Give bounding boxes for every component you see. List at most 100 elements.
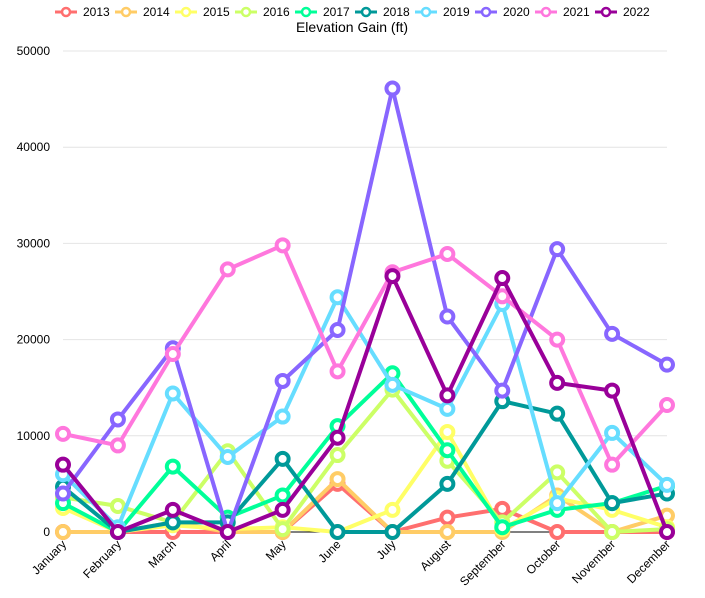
- data-point-2020: [659, 356, 675, 373]
- x-tick-label: August: [417, 537, 454, 574]
- data-point-2021: [109, 437, 126, 454]
- data-point-2019: [604, 424, 621, 441]
- data-point-2022: [109, 524, 126, 540]
- y-tick-label: 10000: [17, 429, 51, 443]
- series-2020: [55, 80, 675, 540]
- x-tick-label: May: [263, 537, 289, 563]
- data-point-2018: [439, 475, 456, 492]
- data-point-2018: [384, 524, 401, 540]
- legend: 2013 2014 2015 2016 2017 2018 2019 2020 2021 2022: [55, 5, 650, 19]
- data-point-2021: [659, 397, 675, 414]
- data-point-2022: [164, 501, 181, 518]
- series-line-2015: [62, 429, 668, 534]
- data-point-2014: [329, 471, 346, 488]
- data-point-2020: [549, 241, 566, 258]
- chart-title: Elevation Gain (ft): [296, 19, 408, 35]
- y-tick-label: 20000: [17, 333, 51, 347]
- data-point-2021: [549, 331, 566, 348]
- data-point-2013: [439, 509, 456, 526]
- series-line-2022: [61, 274, 669, 534]
- data-point-2018: [164, 514, 181, 531]
- series-2016: [55, 381, 675, 540]
- data-point-2020: [604, 325, 621, 342]
- legend-item-2017: 2017: [295, 5, 350, 19]
- legend-label: 2019: [443, 5, 470, 19]
- legend-label: 2020: [503, 5, 530, 19]
- x-tick-label: March: [145, 537, 178, 570]
- series-line-2016: [62, 387, 668, 534]
- legend-label: 2021: [563, 5, 590, 19]
- legend-label: 2016: [263, 5, 290, 19]
- data-point-2022: [439, 387, 456, 404]
- data-point-2022: [219, 524, 236, 540]
- series-line-2018: [61, 399, 668, 534]
- series-line-2019: [61, 295, 669, 530]
- legend-item-2020: 2020: [475, 5, 530, 19]
- data-point-2022: [274, 501, 291, 518]
- data-point-2019: [219, 448, 236, 465]
- legend-swatch-marker: [60, 6, 72, 18]
- data-point-2020: [109, 411, 126, 428]
- series-line-2017: [62, 371, 668, 534]
- legend-item-2013: 2013: [55, 5, 110, 19]
- legend-label: 2022: [623, 5, 650, 19]
- grid: [63, 50, 667, 533]
- data-point-2022: [55, 456, 71, 473]
- legend-item-2016: 2016: [235, 5, 290, 19]
- data-point-2015: [439, 423, 456, 440]
- data-point-2022: [494, 270, 511, 287]
- data-point-2017: [494, 519, 511, 536]
- y-axis: 0 10000 20000 30000 40000 50000: [17, 44, 51, 539]
- data-point-2019: [274, 408, 291, 425]
- data-point-2016: [604, 524, 621, 540]
- data-point-2021: [439, 245, 456, 262]
- series-lines: [55, 80, 675, 540]
- x-tick-label: June: [315, 537, 344, 566]
- legend-swatch-marker: [420, 6, 432, 18]
- data-point-2022: [659, 524, 675, 540]
- legend-swatch-marker: [540, 6, 552, 18]
- legend-swatch-marker: [300, 6, 312, 18]
- series-2021: [55, 237, 675, 473]
- y-tick-label: 0: [43, 525, 50, 539]
- x-tick-label: July: [374, 537, 399, 562]
- data-point-2019: [384, 376, 401, 393]
- y-tick-label: 30000: [17, 236, 51, 250]
- data-point-2020: [384, 80, 401, 97]
- legend-swatch-marker: [240, 6, 252, 18]
- data-point-2019: [164, 385, 181, 402]
- legend-item-2022: 2022: [595, 5, 650, 19]
- legend-label: 2014: [143, 5, 170, 19]
- data-point-2019: [439, 400, 456, 417]
- data-point-2021: [55, 425, 71, 442]
- data-point-2016: [329, 447, 346, 464]
- data-point-2021: [219, 261, 236, 278]
- data-point-2022: [549, 374, 566, 391]
- data-point-2017: [164, 458, 181, 475]
- legend-item-2018: 2018: [355, 5, 410, 19]
- data-point-2018: [329, 524, 346, 540]
- data-point-2017: [439, 442, 456, 459]
- data-point-2015: [384, 501, 401, 518]
- data-point-2017: [274, 487, 291, 504]
- data-point-2022: [604, 382, 621, 399]
- x-tick-label: April: [207, 537, 234, 564]
- data-point-2018: [274, 450, 291, 467]
- legend-label: 2015: [203, 5, 230, 19]
- legend-swatch-marker: [600, 6, 612, 18]
- x-tick-label: February: [80, 537, 124, 581]
- data-point-2021: [494, 288, 511, 305]
- data-point-2021: [164, 346, 181, 363]
- legend-swatch-marker: [360, 6, 372, 18]
- legend-label: 2013: [83, 5, 110, 19]
- data-point-2021: [604, 456, 621, 473]
- x-axis: January February March April May June July Augu…: [29, 537, 673, 589]
- data-point-2014: [439, 524, 456, 540]
- x-tick-label: December: [624, 537, 673, 586]
- x-tick-label: November: [569, 537, 618, 586]
- series-2022: [55, 268, 675, 540]
- x-tick-label: September: [457, 537, 508, 588]
- legend-item-2015: 2015: [175, 5, 230, 19]
- data-point-2013: [494, 500, 511, 517]
- legend-swatch-marker: [180, 6, 192, 18]
